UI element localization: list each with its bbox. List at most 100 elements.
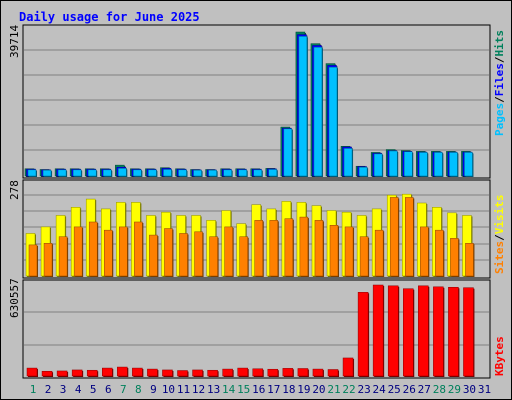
sites-bar-face <box>254 220 263 277</box>
day-label: 26 <box>403 383 416 396</box>
kbytes-bar-face <box>312 368 324 377</box>
kbytes-bar-face <box>418 285 429 377</box>
day-label: 3 <box>60 383 67 396</box>
kbytes-bar-face <box>267 368 279 377</box>
day-label: 23 <box>357 383 370 396</box>
pages-bar-face <box>419 152 428 177</box>
chart-title: Daily usage for June 2025 <box>19 10 200 24</box>
day-label: 28 <box>433 383 446 396</box>
pages-bar-face <box>87 169 97 177</box>
sites-bar-face <box>284 218 294 277</box>
day-label: 13 <box>207 383 220 396</box>
kbytes-bar-face <box>102 367 113 377</box>
kbytes-bar-face <box>56 370 68 377</box>
day-label: 4 <box>75 383 82 396</box>
sites-bar-face <box>43 243 53 277</box>
sites-bar-face <box>149 234 158 277</box>
sites-bar-face <box>209 236 218 277</box>
sites-bar-face <box>314 220 324 277</box>
label-hits: Hits <box>493 30 506 57</box>
day-label: 20 <box>312 383 325 396</box>
kbytes-bar-face <box>252 368 263 377</box>
kbytes-bar-face <box>297 368 309 377</box>
day-label: 2 <box>45 383 52 396</box>
kbytes-bar-face <box>237 367 248 377</box>
day-label: 6 <box>105 383 112 396</box>
sites-bar-face <box>450 238 459 277</box>
day-label: 27 <box>418 383 431 396</box>
hits-panel-label: Pages/Files/Hits <box>493 30 506 136</box>
sites-bar-face <box>224 226 233 277</box>
day-label: 19 <box>297 383 310 396</box>
day-label: 18 <box>282 383 295 396</box>
pages-bar-face <box>434 152 443 177</box>
day-label: 14 <box>222 383 236 396</box>
label-kbytes: KBytes <box>493 336 506 376</box>
day-labels: 1 2 3 4 5 6 7 8 9 10 11 12 13 14 15 16 17 18 19 20 21 22 23 24 2… <box>30 383 491 396</box>
pages-bar-face <box>57 169 67 177</box>
kbytes-bar-face <box>177 370 188 377</box>
sites-bar-face <box>73 226 83 277</box>
pages-bar-face <box>133 169 142 177</box>
bars <box>24 31 475 377</box>
pages-bar-face <box>163 169 172 177</box>
label-sep-2: / <box>493 56 506 63</box>
kbytes-bar-face <box>357 292 369 377</box>
day-label: 22 <box>342 383 355 396</box>
sites-bar-face <box>374 229 384 277</box>
kbytes-bar-face <box>327 369 339 377</box>
sites-bar-face <box>435 229 444 277</box>
day-label: 9 <box>150 383 157 396</box>
pages-bar-face <box>72 169 82 177</box>
kbytes-panel-label: KBytes <box>493 336 506 376</box>
pages-bar-face <box>388 150 398 177</box>
day-label: 15 <box>237 383 250 396</box>
kbytes-bar-face <box>433 286 444 377</box>
sites-bar-face <box>88 221 98 277</box>
label-sep-1: / <box>493 96 506 103</box>
sites-bar-face <box>194 231 203 277</box>
kbytes-bar-face <box>71 369 83 377</box>
kbytes-bar-face <box>282 368 294 377</box>
hits-ymax-label: 39714 <box>8 25 21 58</box>
sites-bar-face <box>465 243 474 277</box>
pages-bar-face <box>298 36 308 177</box>
day-label: 31 <box>478 383 491 396</box>
label-pages: Pages <box>493 103 506 136</box>
kbytes-bar-face <box>132 367 143 377</box>
day-label: 1 <box>30 383 37 396</box>
sites-bar-face <box>405 197 414 277</box>
pages-bar-face <box>313 47 323 177</box>
pages-bar-face <box>238 169 247 177</box>
visits-ymax-label: 278 <box>8 180 21 200</box>
pages-bar-face <box>404 151 413 177</box>
sites-bar-face <box>344 226 354 277</box>
day-label: 11 <box>177 383 190 396</box>
sites-bar-face <box>179 233 188 277</box>
pages-bar-face <box>193 169 202 177</box>
sites-bar-face <box>389 197 399 277</box>
visits-panel-label: Sites/Visits <box>493 195 506 275</box>
label-sites: Sites <box>493 241 506 274</box>
kbytes-bar-face <box>26 367 38 377</box>
day-label: 8 <box>135 383 142 396</box>
day-label: 17 <box>267 383 280 396</box>
day-label: 24 <box>373 383 387 396</box>
kbytes-bar-face <box>222 368 233 377</box>
pages-bar-face <box>283 128 293 177</box>
pages-bar-face <box>223 169 232 177</box>
kbytes-bar-face <box>387 285 399 377</box>
sites-bar-face <box>104 229 113 277</box>
day-label: 16 <box>252 383 265 396</box>
day-label: 30 <box>463 383 476 396</box>
day-label: 25 <box>388 383 401 396</box>
sites-bar-face <box>299 216 309 277</box>
pages-bar-face <box>343 148 353 177</box>
pages-bar-face <box>118 168 127 177</box>
kbytes-bar-face <box>207 369 218 377</box>
kbytes-bar-face <box>162 369 173 377</box>
day-label: 29 <box>448 383 461 396</box>
kbytes-bar-face <box>463 287 474 377</box>
sites-bar-face <box>134 221 143 277</box>
